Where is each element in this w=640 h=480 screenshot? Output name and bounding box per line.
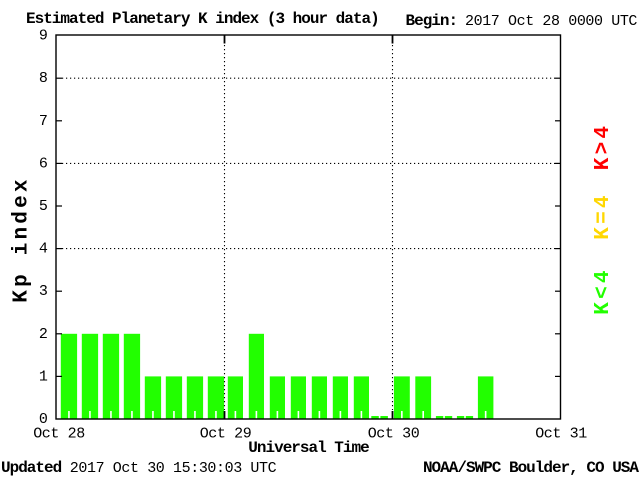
svg-text:2017 Oct 30 15:30:03 UTC: 2017 Oct 30 15:30:03 UTC xyxy=(70,460,277,477)
svg-text:Updated: Updated xyxy=(1,459,62,477)
svg-text:3: 3 xyxy=(39,283,48,300)
svg-text:5: 5 xyxy=(39,198,48,215)
svg-text:Oct 30: Oct 30 xyxy=(368,426,420,443)
svg-text:Oct 29: Oct 29 xyxy=(200,426,252,443)
svg-text:NOAA/SWPC Boulder, CO USA: NOAA/SWPC Boulder, CO USA xyxy=(423,459,639,477)
svg-text:4: 4 xyxy=(39,241,48,258)
svg-text:Estimated Planetary K index (3: Estimated Planetary K index (3 hour data… xyxy=(26,10,379,28)
svg-text:K=4: K=4 xyxy=(592,192,615,239)
svg-text:Kp index: Kp index xyxy=(11,176,34,302)
svg-text:2: 2 xyxy=(39,326,48,343)
svg-text:9: 9 xyxy=(39,28,48,45)
svg-text:K>4: K>4 xyxy=(592,123,615,170)
svg-text:Begin:: Begin: xyxy=(406,12,458,30)
svg-text:Oct 31: Oct 31 xyxy=(535,426,587,443)
svg-text:1: 1 xyxy=(39,368,48,385)
svg-text:7: 7 xyxy=(39,113,48,130)
svg-text:Oct 28: Oct 28 xyxy=(33,426,85,443)
svg-text:0: 0 xyxy=(39,411,48,428)
svg-text:8: 8 xyxy=(39,70,48,87)
svg-text:6: 6 xyxy=(39,155,48,172)
svg-text:2017 Oct 28 0000 UTC: 2017 Oct 28 0000 UTC xyxy=(465,13,637,30)
svg-text:K<4: K<4 xyxy=(592,267,615,314)
svg-text:Universal Time: Universal Time xyxy=(248,439,369,457)
